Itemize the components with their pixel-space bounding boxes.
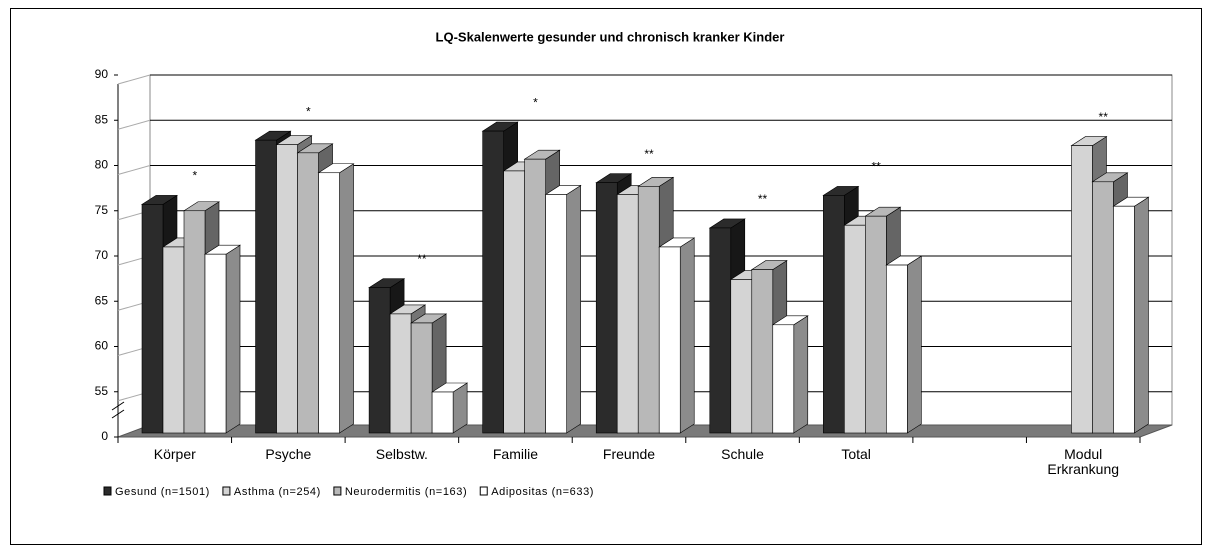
x-tick-label: Schule — [721, 446, 764, 462]
bar-side-shade — [453, 382, 468, 433]
y-tick-label: 70 — [95, 248, 109, 262]
bar — [431, 391, 454, 434]
bar — [616, 194, 639, 434]
bar-side-shade — [566, 185, 581, 433]
y-tick-label: 85 — [95, 112, 109, 126]
legend-label: Adipositas (n=633) — [491, 486, 594, 498]
bar — [1092, 181, 1114, 434]
grid-line — [117, 165, 151, 175]
bar — [368, 287, 391, 434]
bar — [637, 186, 660, 434]
grid-line — [117, 74, 151, 85]
x-tick-label: Psyche — [265, 446, 312, 462]
legend-swatch — [222, 486, 231, 496]
y-tick-label: 75 — [95, 203, 109, 217]
legend-swatch — [103, 486, 112, 496]
bar — [865, 215, 887, 434]
annotation: * — [192, 169, 197, 183]
bar — [751, 269, 774, 434]
bar — [410, 322, 433, 434]
bar-side-shade — [226, 245, 240, 433]
x-tick-label: Körper — [153, 446, 196, 462]
legend-label: Asthma (n=254) — [234, 486, 321, 498]
bar — [255, 139, 277, 434]
bar — [204, 253, 227, 434]
x-tick-label: Freunde — [602, 446, 656, 462]
annotation: * — [306, 104, 311, 118]
bar — [658, 246, 681, 434]
annotation: ** — [417, 252, 427, 266]
bar — [318, 172, 340, 434]
legend-label: Neurodermitis (n=163) — [345, 486, 467, 498]
y-tick-label: 60 — [95, 339, 109, 353]
bar — [141, 204, 164, 434]
bar — [730, 279, 753, 434]
annotation: ** — [871, 160, 881, 174]
legend-swatch — [333, 486, 342, 496]
annotation: ** — [1099, 110, 1109, 124]
bar-side-shade — [793, 315, 808, 433]
bar-side-shade — [680, 237, 695, 433]
bar — [297, 152, 319, 434]
bar — [482, 130, 504, 434]
grid-line — [117, 119, 151, 130]
annotation: ** — [644, 147, 654, 161]
annotation: ** — [758, 192, 768, 206]
bar — [886, 264, 908, 434]
legend-swatch — [479, 486, 488, 496]
bar — [183, 210, 206, 434]
axis-break — [111, 409, 125, 419]
bar — [276, 144, 298, 434]
y-tick-label: 65 — [95, 293, 109, 307]
y-tick-label: 90 — [95, 67, 109, 81]
bar — [389, 313, 412, 434]
y-tick-label: 80 — [95, 158, 109, 172]
x-tick-label: Selbstw. — [375, 446, 428, 462]
bar — [823, 195, 845, 434]
x-tick-label: Familie — [492, 446, 538, 462]
bar — [162, 246, 185, 434]
bar — [1113, 205, 1135, 434]
bar-side-shade — [339, 163, 354, 434]
bar — [545, 194, 567, 434]
x-tick-label: Modul Erkrankung — [1047, 446, 1120, 477]
bar — [772, 324, 795, 434]
bar — [503, 170, 525, 434]
bar — [595, 182, 618, 434]
legend-label: Gesund (n=1501) — [115, 486, 210, 498]
bar — [709, 227, 732, 434]
bar — [1071, 145, 1093, 434]
y-tick-label: 55 — [95, 384, 109, 398]
chart-title: LQ-Skalenwerte gesunder und chronisch kr… — [436, 29, 785, 44]
bar — [524, 158, 546, 434]
annotation: * — [533, 95, 538, 109]
bar-side-shade — [907, 256, 922, 433]
axis-break — [111, 401, 125, 411]
bar — [844, 224, 866, 434]
x-tick-label: Total — [841, 446, 871, 462]
bar-side-shade — [1134, 197, 1149, 433]
y-tick-label: 0 — [101, 429, 108, 443]
